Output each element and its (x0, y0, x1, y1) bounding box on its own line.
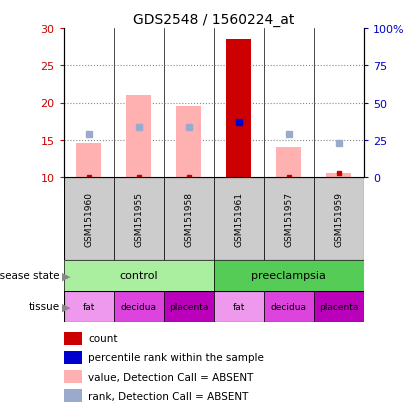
Text: fat: fat (83, 302, 95, 311)
Bar (64, 370, 82, 383)
Bar (64, 178, 114, 260)
Text: disease state: disease state (0, 271, 60, 281)
Bar (276, 148, 301, 178)
Text: ▶: ▶ (62, 301, 70, 312)
Text: GSM151955: GSM151955 (134, 192, 143, 246)
Bar (164, 178, 214, 260)
Bar (114, 178, 164, 260)
Text: GSM151957: GSM151957 (284, 192, 293, 246)
Text: GSM151960: GSM151960 (84, 192, 93, 246)
Bar (64, 389, 82, 402)
Bar (64, 291, 114, 322)
Bar (214, 291, 264, 322)
Text: placenta: placenta (319, 302, 358, 311)
Bar (76, 144, 101, 178)
Text: GSM151961: GSM151961 (234, 192, 243, 246)
Bar (114, 291, 164, 322)
Text: preeclampsia: preeclampsia (251, 271, 326, 281)
Text: decidua: decidua (121, 302, 157, 311)
Text: decidua: decidua (271, 302, 307, 311)
Text: fat: fat (233, 302, 245, 311)
Bar (264, 291, 314, 322)
Bar (164, 291, 214, 322)
Text: ▶: ▶ (62, 271, 70, 281)
Bar (214, 178, 264, 260)
Bar (214, 260, 364, 291)
Bar (64, 260, 214, 291)
Text: percentile rank within the sample: percentile rank within the sample (88, 353, 264, 363)
Text: control: control (120, 271, 158, 281)
Bar (314, 178, 364, 260)
Bar (314, 291, 364, 322)
Bar (264, 178, 314, 260)
Bar (126, 96, 151, 178)
Text: rank, Detection Call = ABSENT: rank, Detection Call = ABSENT (88, 391, 249, 401)
Text: GSM151959: GSM151959 (334, 192, 343, 246)
Text: placenta: placenta (169, 302, 208, 311)
Text: GSM151958: GSM151958 (184, 192, 193, 246)
Text: value, Detection Call = ABSENT: value, Detection Call = ABSENT (88, 372, 254, 382)
Text: tissue: tissue (28, 301, 60, 312)
Bar (64, 351, 82, 364)
Bar (226, 40, 251, 178)
Bar (176, 107, 201, 178)
Bar (64, 332, 82, 345)
Title: GDS2548 / 1560224_at: GDS2548 / 1560224_at (133, 12, 294, 26)
Bar (326, 174, 351, 178)
Text: count: count (88, 334, 118, 344)
